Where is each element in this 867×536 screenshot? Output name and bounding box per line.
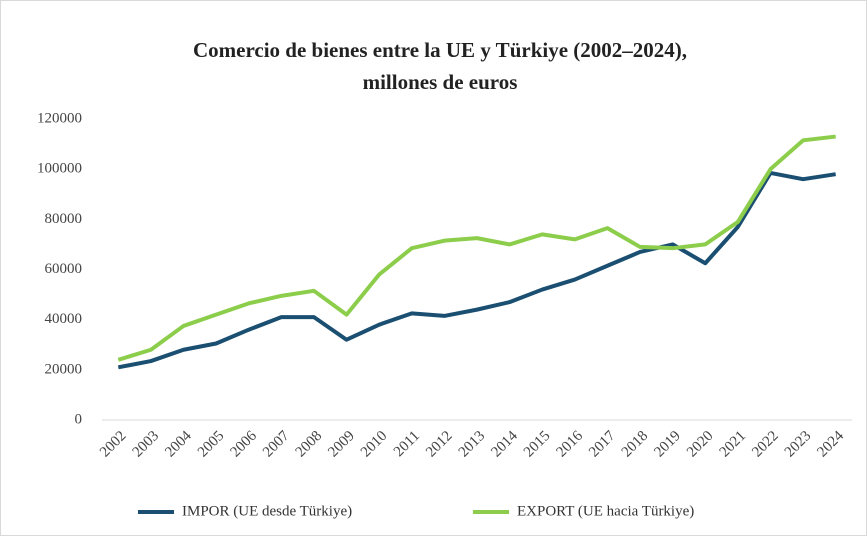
y-tick-label: 100000	[37, 161, 82, 177]
y-tick-label: 120000	[37, 110, 82, 126]
line-series	[117, 134, 836, 362]
legend-label: IMPOR (UE desde Türkiye)	[182, 503, 352, 519]
y-tick-label: 0	[75, 411, 83, 427]
chart-title: Comercio de bienes entre la UE y Türkiye…	[193, 38, 687, 62]
line-series	[117, 170, 837, 370]
y-tick-label: 80000	[45, 211, 83, 227]
y-tick-label: 20000	[45, 361, 83, 377]
y-tick-label: 40000	[45, 311, 83, 327]
y-tick-label: 60000	[45, 261, 83, 277]
chart-subtitle: millones de euros	[363, 70, 518, 94]
legend-label: EXPORT (UE hacia Türkiye)	[517, 503, 694, 519]
